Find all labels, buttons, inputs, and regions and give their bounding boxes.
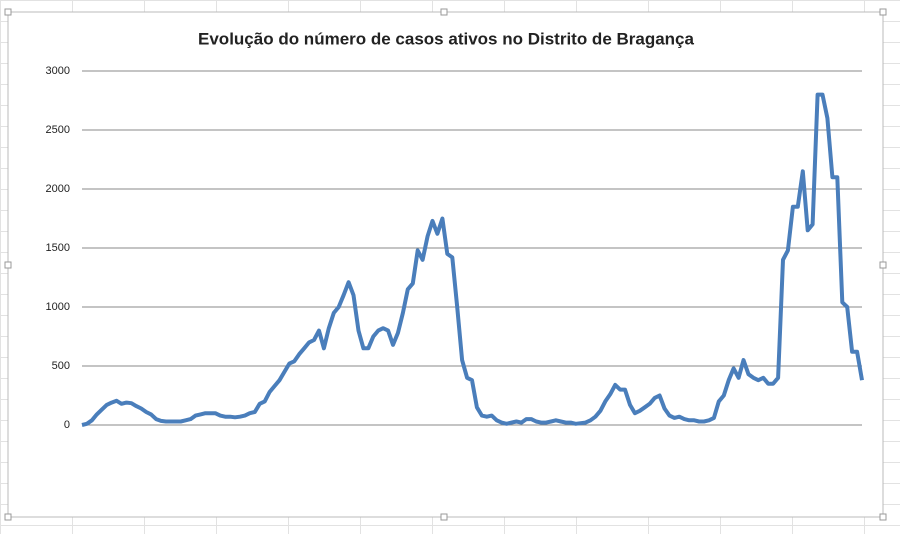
resize-handles — [4, 8, 887, 521]
chart-area — [7, 11, 884, 518]
data-line — [81, 92, 864, 427]
y-tick-label: 1000 — [46, 301, 70, 313]
chart-title: Evolução do número de casos ativos no Di… — [198, 29, 695, 48]
y-tick-label: 0 — [64, 419, 70, 431]
y-tick-label: 500 — [52, 360, 70, 372]
y-tick-label: 2000 — [46, 183, 70, 195]
y-tick-label: 3000 — [46, 65, 70, 77]
y-tick-label: 2500 — [46, 124, 70, 136]
y-tick-label: 1500 — [46, 242, 70, 254]
